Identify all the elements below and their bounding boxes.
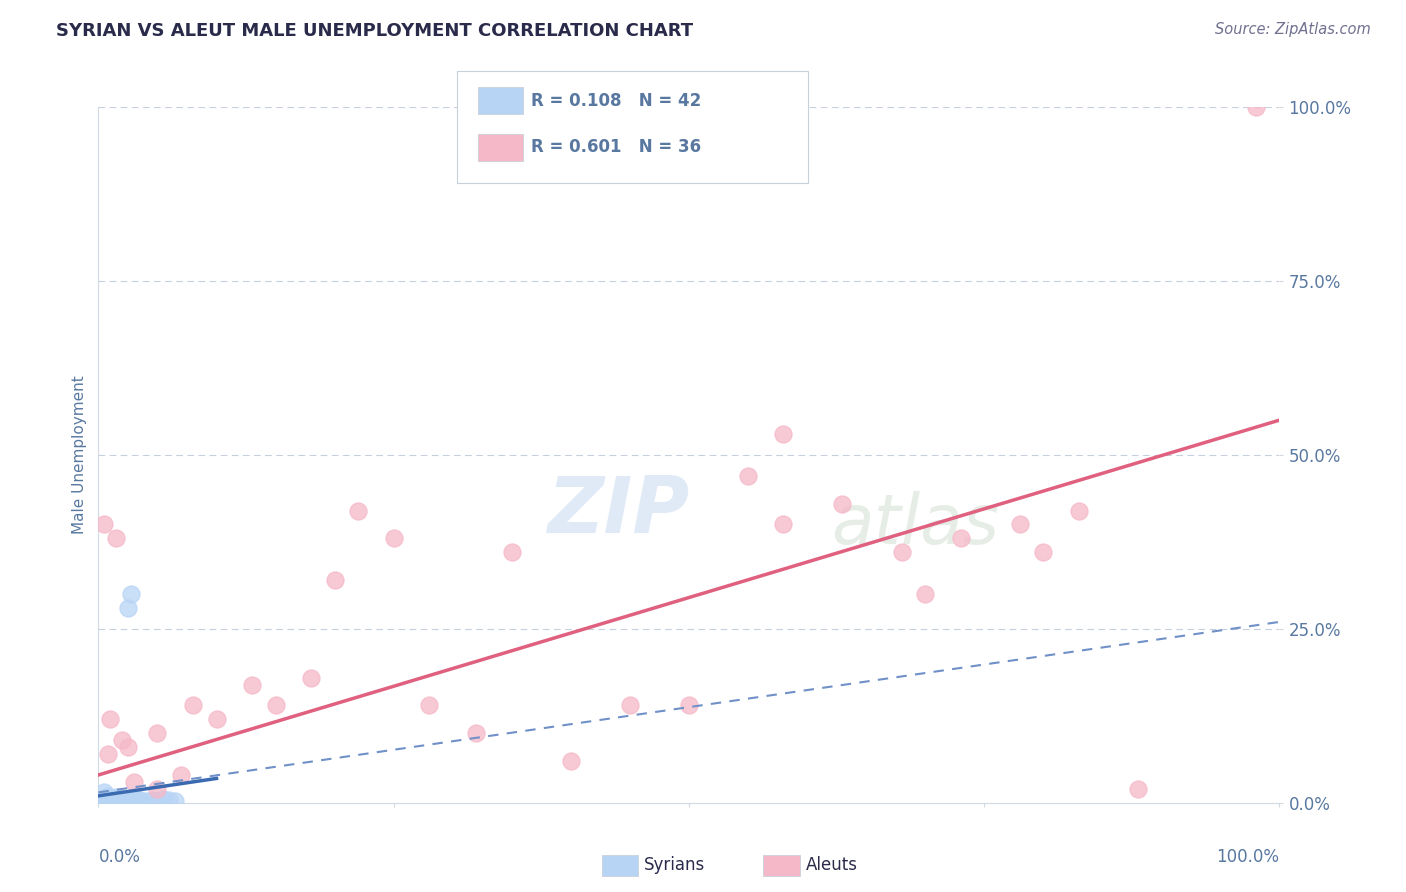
Point (772, 517, 794, 532)
Point (1067, 503, 1090, 517)
Point (98, 792, 121, 806)
Point (121, 587, 143, 601)
Text: SYRIAN VS ALEUT MALE UNEMPLOYMENT CORRELATION CHART: SYRIAN VS ALEUT MALE UNEMPLOYMENT CORREL… (56, 22, 693, 40)
Point (347, 503, 370, 517)
Point (619, 698, 641, 713)
Point (181, 698, 204, 713)
Point (121, 793, 143, 807)
Point (1032, 545, 1054, 559)
Point (100, 793, 122, 807)
Text: ZIP: ZIP (547, 473, 689, 549)
Point (141, 793, 163, 807)
Point (94, 790, 117, 805)
Point (122, 794, 145, 808)
Point (1008, 517, 1031, 532)
Point (146, 794, 169, 808)
Point (737, 468, 759, 483)
Point (560, 754, 582, 768)
Point (152, 792, 174, 806)
Point (96, 793, 118, 807)
Text: R = 0.108   N = 42: R = 0.108 N = 42 (531, 92, 702, 110)
Text: 100.0%: 100.0% (1216, 848, 1279, 866)
Point (98, 794, 121, 808)
Point (111, 733, 134, 747)
Point (135, 794, 157, 808)
Point (170, 768, 193, 782)
Text: Syrians: Syrians (644, 856, 706, 874)
Point (93, 794, 115, 808)
Point (382, 532, 405, 546)
Text: R = 0.601   N = 36: R = 0.601 N = 36 (531, 138, 702, 156)
Point (205, 712, 228, 726)
Point (115, 792, 138, 806)
Point (91, 792, 114, 806)
Point (299, 671, 322, 685)
Point (125, 792, 148, 806)
Point (91, 794, 114, 808)
Point (111, 792, 134, 806)
Point (90, 794, 112, 808)
Point (105, 790, 128, 805)
Point (501, 545, 523, 559)
Text: Source: ZipAtlas.com: Source: ZipAtlas.com (1215, 22, 1371, 37)
Point (1126, 781, 1149, 796)
Point (117, 793, 139, 807)
Point (118, 794, 141, 808)
Point (110, 794, 132, 808)
Point (157, 793, 180, 807)
Point (240, 677, 263, 691)
Point (103, 794, 125, 808)
Point (107, 792, 129, 806)
Point (117, 740, 139, 755)
Point (890, 545, 912, 559)
Point (93, 517, 115, 532)
Point (678, 698, 700, 713)
Point (112, 791, 135, 805)
Point (105, 532, 128, 546)
Point (418, 698, 440, 713)
Point (323, 573, 346, 587)
Point (101, 791, 124, 805)
Point (122, 775, 145, 789)
Point (465, 726, 488, 740)
Point (264, 698, 287, 713)
Point (146, 726, 169, 740)
Point (122, 791, 145, 805)
Point (114, 794, 136, 808)
Point (105, 791, 128, 805)
Point (914, 587, 936, 601)
Point (104, 792, 127, 806)
Point (97, 789, 120, 803)
Point (93, 785, 115, 799)
Point (165, 794, 187, 808)
Point (1244, 100, 1267, 114)
Point (97, 791, 120, 805)
Point (97, 747, 120, 761)
Point (128, 793, 150, 807)
Point (120, 792, 142, 806)
Point (108, 793, 131, 807)
Text: atlas: atlas (831, 491, 998, 558)
Point (831, 497, 853, 511)
Text: Aleuts: Aleuts (806, 856, 858, 874)
Y-axis label: Male Unemployment: Male Unemployment (72, 376, 87, 534)
Point (772, 427, 794, 442)
Point (146, 781, 169, 796)
Point (112, 793, 135, 807)
Point (117, 601, 139, 615)
Point (105, 793, 128, 807)
Point (949, 532, 972, 546)
Text: 0.0%: 0.0% (98, 848, 141, 866)
Point (98, 712, 121, 726)
